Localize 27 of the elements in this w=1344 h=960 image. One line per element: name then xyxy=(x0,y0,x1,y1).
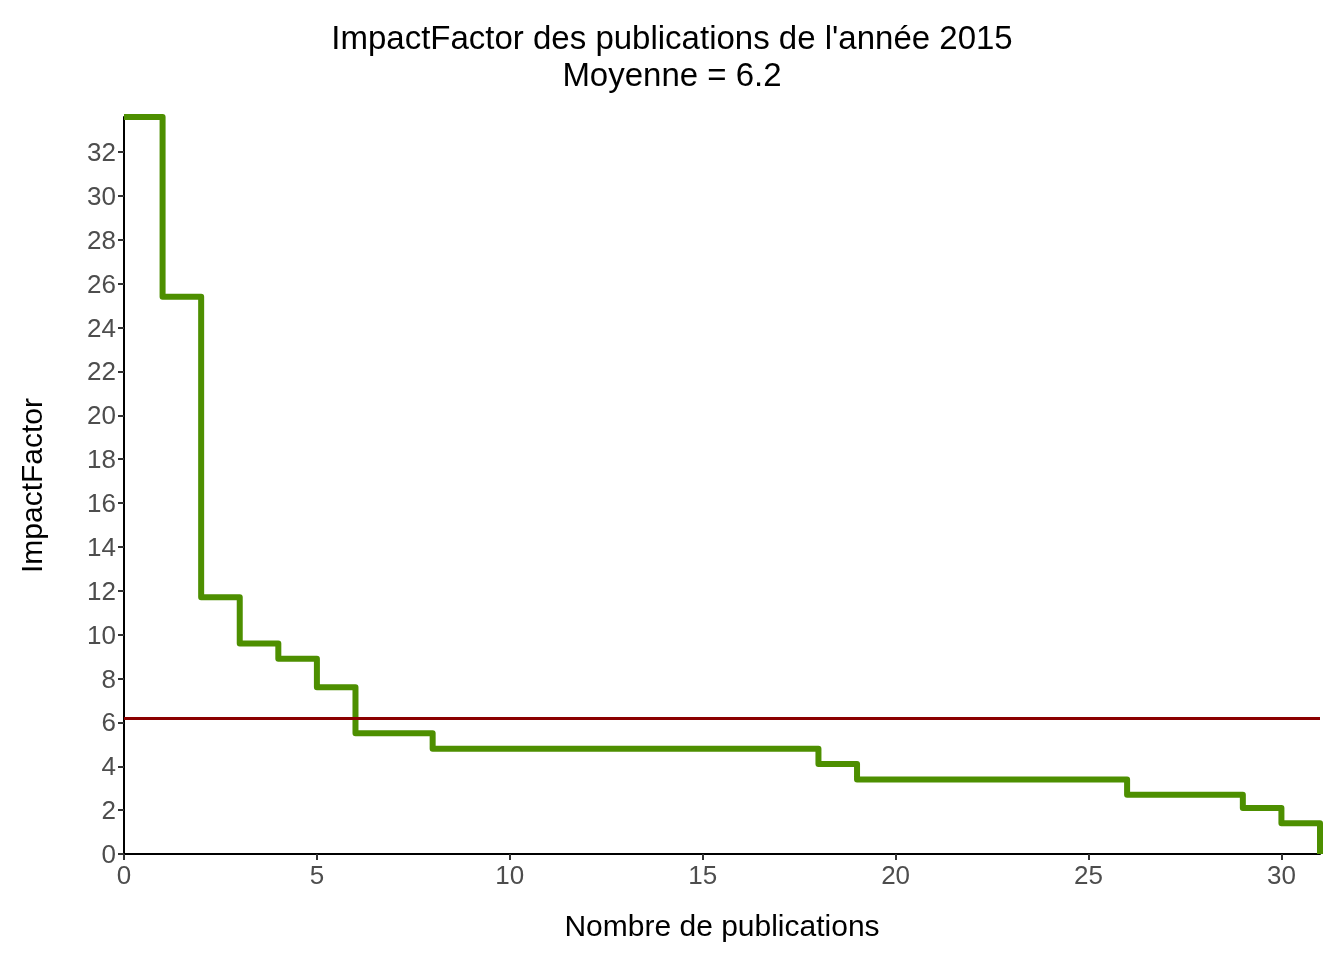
y-tick-label: 16 xyxy=(87,488,116,519)
y-tick-label: 22 xyxy=(87,356,116,387)
y-tick-label: 8 xyxy=(101,663,116,694)
y-tick-label: 14 xyxy=(87,531,116,562)
x-tick-label: 20 xyxy=(881,860,911,890)
x-tick-label: 10 xyxy=(495,860,525,890)
y-tick-label: 26 xyxy=(87,268,116,299)
y-tick-label: 12 xyxy=(87,575,116,606)
x-tick-label: 25 xyxy=(1074,860,1103,890)
x-tick-label: 5 xyxy=(309,860,325,890)
y-tick-label: 32 xyxy=(87,137,116,168)
y-tick-label: 24 xyxy=(87,312,116,343)
y-tick-label: 18 xyxy=(87,444,116,475)
chart-title: ImpactFactor des publications de l'année 2015 xyxy=(331,19,1013,56)
y-tick-label: 30 xyxy=(87,180,116,211)
y-axis-title: ImpactFactor xyxy=(14,397,48,574)
y-tick-label: 28 xyxy=(87,224,116,255)
y-tick-label: 4 xyxy=(101,751,116,782)
y-tick-label: 0 xyxy=(101,839,116,869)
y-tick-label: 10 xyxy=(87,619,116,650)
y-tick-label: 6 xyxy=(101,707,116,738)
x-tick-label: 15 xyxy=(688,860,718,890)
y-tick-label: 20 xyxy=(87,400,116,431)
x-tick-label: 30 xyxy=(1266,860,1296,890)
chart-subtitle: Moyenne = 6.2 xyxy=(562,56,782,93)
x-axis-title: Nombre de publications xyxy=(564,908,880,942)
y-tick-label: 2 xyxy=(101,795,116,826)
